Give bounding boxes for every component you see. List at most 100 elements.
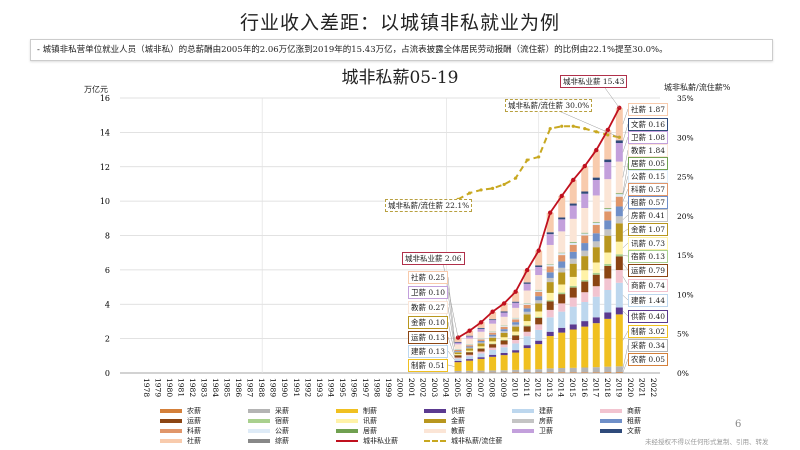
bar-segment-2005 (454, 360, 462, 363)
callout-leader (622, 263, 629, 271)
legend-swatch (424, 409, 446, 413)
bar-segment-2011 (523, 303, 531, 305)
bar-segment-2006 (466, 330, 474, 336)
bar-segment-2019 (615, 196, 623, 207)
bar-segment-2017 (592, 372, 600, 373)
bar-segment-2018 (604, 209, 612, 212)
bar-segment-2016 (581, 270, 589, 280)
callout-2019: 讯薪 0.73 (628, 237, 669, 250)
y-axis-label: 万亿元 (84, 85, 108, 94)
bar-segment-2013 (546, 244, 554, 265)
callout-leader (622, 188, 629, 202)
bar-segment-2019 (615, 140, 623, 144)
bar-segment-2016 (581, 279, 589, 282)
bar-segment-2016 (581, 250, 589, 257)
legend-label: 运薪 (187, 417, 201, 425)
bar-segment-2015 (569, 205, 577, 219)
bar-segment-2008 (489, 311, 497, 320)
bar-segment-2013 (546, 266, 554, 273)
y-tick-label: 2 (105, 335, 110, 344)
bar-segment-2009 (500, 344, 508, 348)
legend-swatch (424, 440, 446, 442)
legend-label: 讯薪 (363, 417, 377, 425)
bar-segment-2017 (592, 222, 600, 223)
legend-label: 卫薪 (539, 427, 553, 435)
bar-segment-2011 (523, 372, 531, 373)
legend-swatch (424, 419, 446, 423)
bar-segment-2016 (581, 372, 589, 373)
bar-segment-2012 (535, 250, 543, 266)
ratio-point (617, 135, 621, 139)
bar-segment-2008 (489, 337, 497, 342)
bar-segment-2005 (454, 362, 462, 371)
bar-segment-2010 (512, 322, 520, 325)
bar-segment-2013 (546, 336, 554, 369)
bar-segment-2009 (500, 339, 508, 341)
bar-segment-2016 (581, 233, 589, 236)
bar-segment-2014 (558, 368, 566, 373)
legend-item: 房薪 (512, 416, 553, 426)
bar-segment-2010 (512, 352, 520, 370)
bar-segment-2017 (592, 367, 600, 373)
callout-2019: 农薪 0.05 (628, 353, 669, 366)
callout-total-2005: 城非私业薪 2.06 (402, 252, 465, 265)
bar-segment-2013 (546, 300, 554, 302)
bar-segment-2007 (477, 342, 485, 344)
y2-tick-label: 30% (677, 133, 694, 142)
callout-leader (447, 276, 455, 340)
x-tick-label: 2022 (649, 378, 658, 397)
bar-segment-2018 (604, 278, 612, 290)
bar-segment-2010 (512, 319, 520, 323)
bar-segment-2015 (569, 244, 577, 252)
bar-segment-2016 (581, 191, 589, 194)
bar-segment-2006 (466, 338, 474, 345)
bar-segment-2005 (454, 349, 462, 351)
legend-swatch (600, 419, 622, 423)
bar-segment-2006 (466, 356, 474, 360)
callout-leader (622, 310, 629, 317)
bar-segment-2017 (592, 179, 600, 196)
y2-tick-label: 0% (677, 369, 689, 378)
bar-segment-2019 (615, 241, 623, 255)
bar-segment-2018 (604, 130, 612, 160)
bar-segment-2014 (558, 303, 566, 312)
bar-segment-2006 (466, 347, 474, 349)
legend-item: 卫薪 (512, 426, 553, 436)
bar-segment-2006 (466, 370, 474, 373)
bar-segment-2017 (592, 195, 600, 223)
bar-segment-2010 (512, 335, 520, 340)
callout-leader (447, 291, 455, 344)
callout-total-2019: 城非私业薪 15.43 (560, 75, 628, 88)
bar-segment-2014 (558, 217, 566, 220)
legend-item: 城非私业薪 (336, 436, 398, 446)
y2-tick-label: 15% (677, 251, 694, 260)
bar-segment-2007 (477, 331, 485, 339)
bar-segment-2013 (546, 301, 554, 310)
bar-segment-2018 (604, 229, 612, 236)
bar-segment-2018 (604, 366, 612, 373)
legend-label: 综薪 (275, 437, 289, 445)
bar-segment-2010 (512, 340, 520, 344)
y2-tick-label: 5% (677, 330, 689, 339)
callout-2019: 社薪 1.87 (628, 103, 669, 116)
bar-segment-2010 (512, 350, 520, 353)
total-wage-point (478, 320, 484, 325)
legend-item: 公薪 (248, 426, 289, 436)
bar-segment-2008 (489, 370, 497, 373)
bar-segment-2017 (592, 262, 600, 273)
bar-segment-2015 (569, 276, 577, 286)
bar-segment-2017 (592, 150, 600, 178)
legend-label: 供薪 (451, 407, 465, 415)
bar-segment-2007 (477, 338, 485, 340)
bar-segment-2012 (535, 275, 543, 290)
y-tick-label: 6 (105, 266, 110, 275)
x-tick-label: 1999 (384, 378, 393, 397)
bar-segment-2016 (581, 326, 589, 368)
bar-segment-2016 (581, 243, 589, 251)
x-tick-label: 1987 (246, 378, 255, 397)
legend-label: 租薪 (627, 417, 641, 425)
bar-segment-2008 (489, 341, 497, 344)
legend-swatch (512, 429, 534, 433)
bar-segment-2013 (546, 272, 554, 278)
bar-segment-2015 (569, 203, 577, 206)
